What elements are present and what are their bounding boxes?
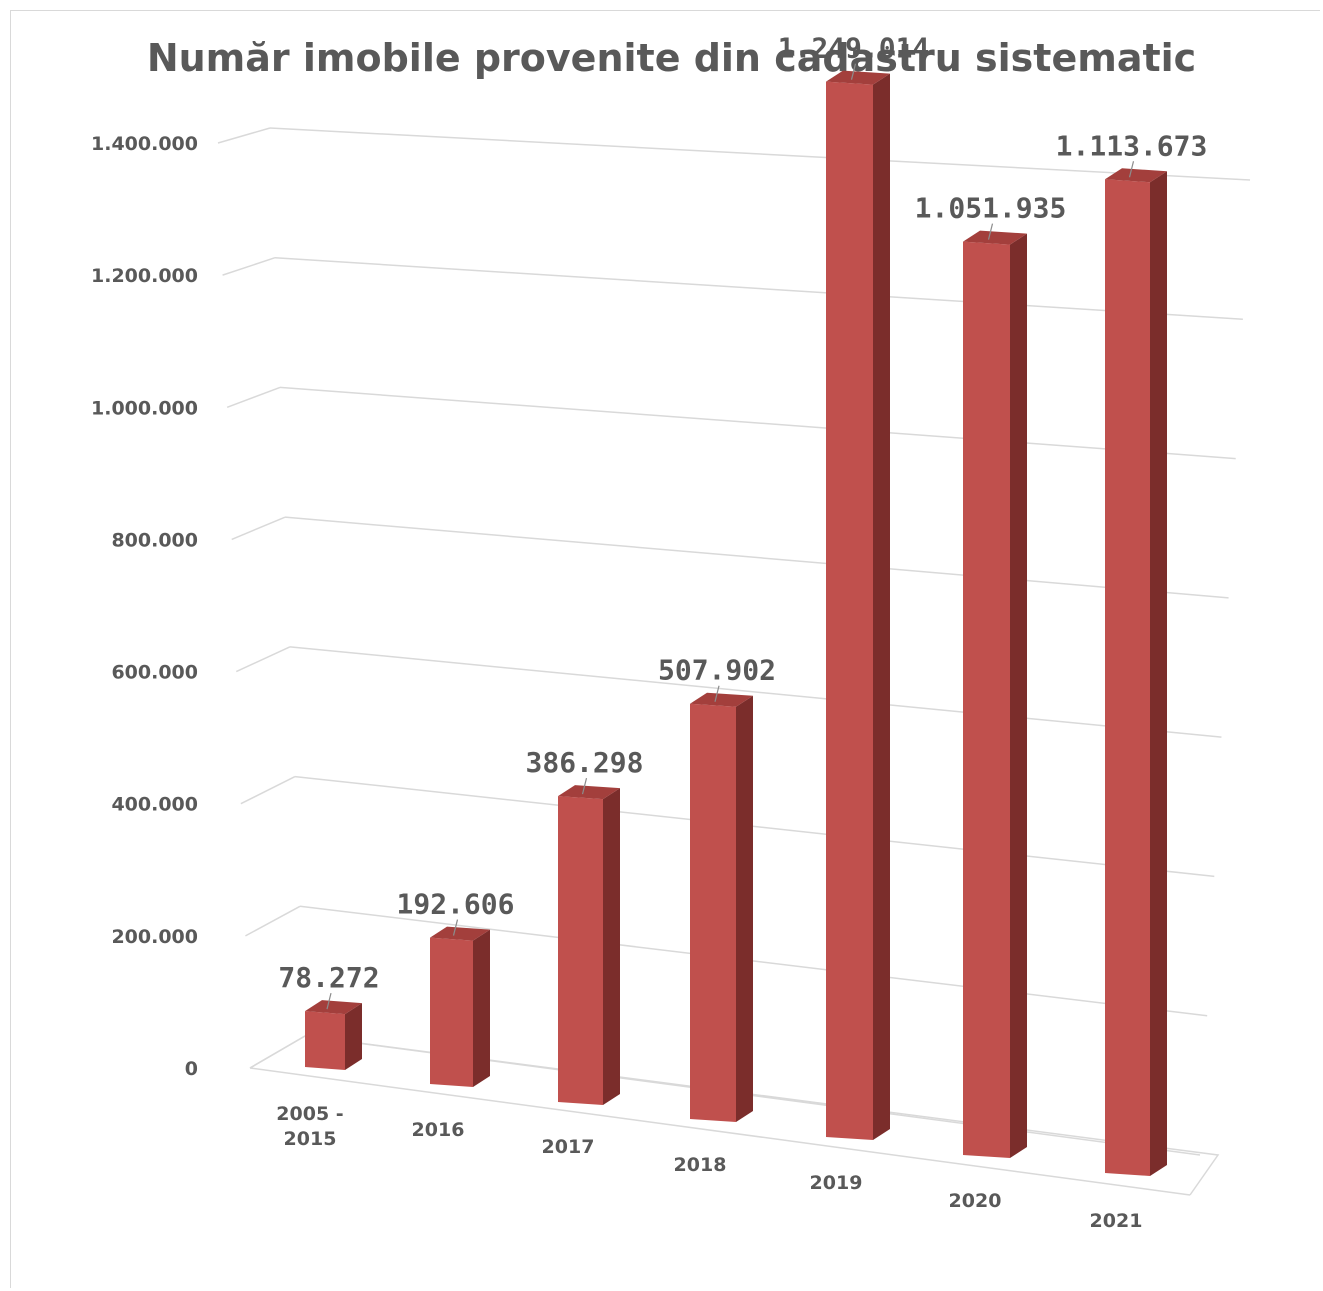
data-label: 78.272 — [278, 961, 379, 994]
leader-line — [326, 992, 332, 1010]
leader-lines — [326, 63, 1135, 1010]
bar-side — [736, 695, 753, 1122]
data-label: 386.298 — [525, 746, 643, 779]
leader-line — [850, 63, 857, 80]
gridline — [289, 646, 1222, 738]
bar-front — [690, 703, 736, 1122]
gridline-side — [245, 905, 301, 937]
bar-top — [1105, 168, 1167, 183]
chart-title: Număr imobile provenite din cadastru sis… — [146, 36, 1197, 80]
y-tick-label: 800.000 — [111, 529, 198, 551]
x-tick-label: 2020 — [949, 1190, 1002, 1212]
x-tick-label: 2016 — [412, 1119, 465, 1141]
gridline-side — [231, 516, 286, 541]
y-axis: 0 200.000 400.000 600.000 800.000 1.000.000 1.… — [91, 133, 198, 1080]
y-tick-label: 400.000 — [111, 794, 198, 816]
leader-line — [714, 685, 720, 702]
bar-top — [305, 1000, 362, 1015]
bar-side — [603, 788, 620, 1105]
bar-front — [1105, 179, 1150, 1176]
gridlines — [217, 127, 1251, 1196]
bar-side — [1010, 233, 1027, 1158]
bar-top — [558, 785, 620, 800]
leader-line — [987, 223, 994, 240]
x-tick-label: 2005 -2015 — [276, 1103, 343, 1150]
bar-front — [430, 937, 473, 1087]
gridline-side — [222, 257, 276, 276]
leader-line — [452, 919, 459, 936]
bar-side — [873, 73, 890, 1140]
gridline — [279, 386, 1236, 460]
y-tick-label: 1.200.000 — [91, 265, 198, 287]
x-tick-label: 2019 — [810, 1172, 863, 1194]
bar-front — [963, 241, 1010, 1158]
bar-top — [430, 926, 490, 941]
bar-side — [345, 1003, 362, 1070]
bar-side — [473, 929, 490, 1087]
leader-line — [1128, 161, 1135, 178]
bar-front — [826, 81, 873, 1140]
y-tick-label: 1.000.000 — [91, 397, 198, 419]
bar-front — [558, 796, 603, 1105]
floor-outline — [249, 1035, 1220, 1196]
bar-top — [826, 70, 890, 85]
gridline-side — [226, 386, 281, 408]
y-tick-label: 0 — [185, 1058, 198, 1080]
x-tick-label: 2017 — [542, 1136, 595, 1158]
data-label: 192.606 — [396, 888, 514, 921]
x-axis-line — [249, 1067, 1191, 1196]
data-label: 1.249.014 — [778, 32, 930, 65]
data-label: 1.113.673 — [1056, 129, 1208, 162]
data-labels: 78.272 192.606 386.298 507.902 1.249.014 1.05… — [278, 32, 1207, 994]
bar-top — [963, 230, 1027, 245]
x-tick-label: 2018 — [674, 1154, 727, 1176]
gridline — [274, 256, 1243, 321]
data-label: 1.051.935 — [915, 192, 1067, 225]
data-label: 507.902 — [658, 654, 776, 687]
bar-front — [305, 1011, 345, 1070]
y-tick-label: 600.000 — [111, 662, 198, 684]
gridline — [299, 905, 1208, 1017]
gridline-side — [217, 127, 271, 144]
gridline — [294, 775, 1215, 878]
chart-frame — [10, 10, 1320, 1288]
bar-top — [690, 692, 753, 707]
gridline — [269, 127, 1251, 181]
x-tick-label: 2021 — [1090, 1210, 1143, 1232]
y-tick-label: 200.000 — [111, 926, 198, 948]
x-axis: 2005 -2015 2016 2017 2018 2019 2020 2021 — [276, 1103, 1142, 1232]
bar-side — [1150, 171, 1167, 1176]
y-tick-label: 1.400.000 — [91, 133, 198, 155]
gridline-side — [240, 775, 296, 805]
gridline — [284, 516, 1229, 599]
leader-line — [581, 777, 588, 795]
gridline-side — [235, 646, 291, 673]
bars — [305, 70, 1167, 1176]
